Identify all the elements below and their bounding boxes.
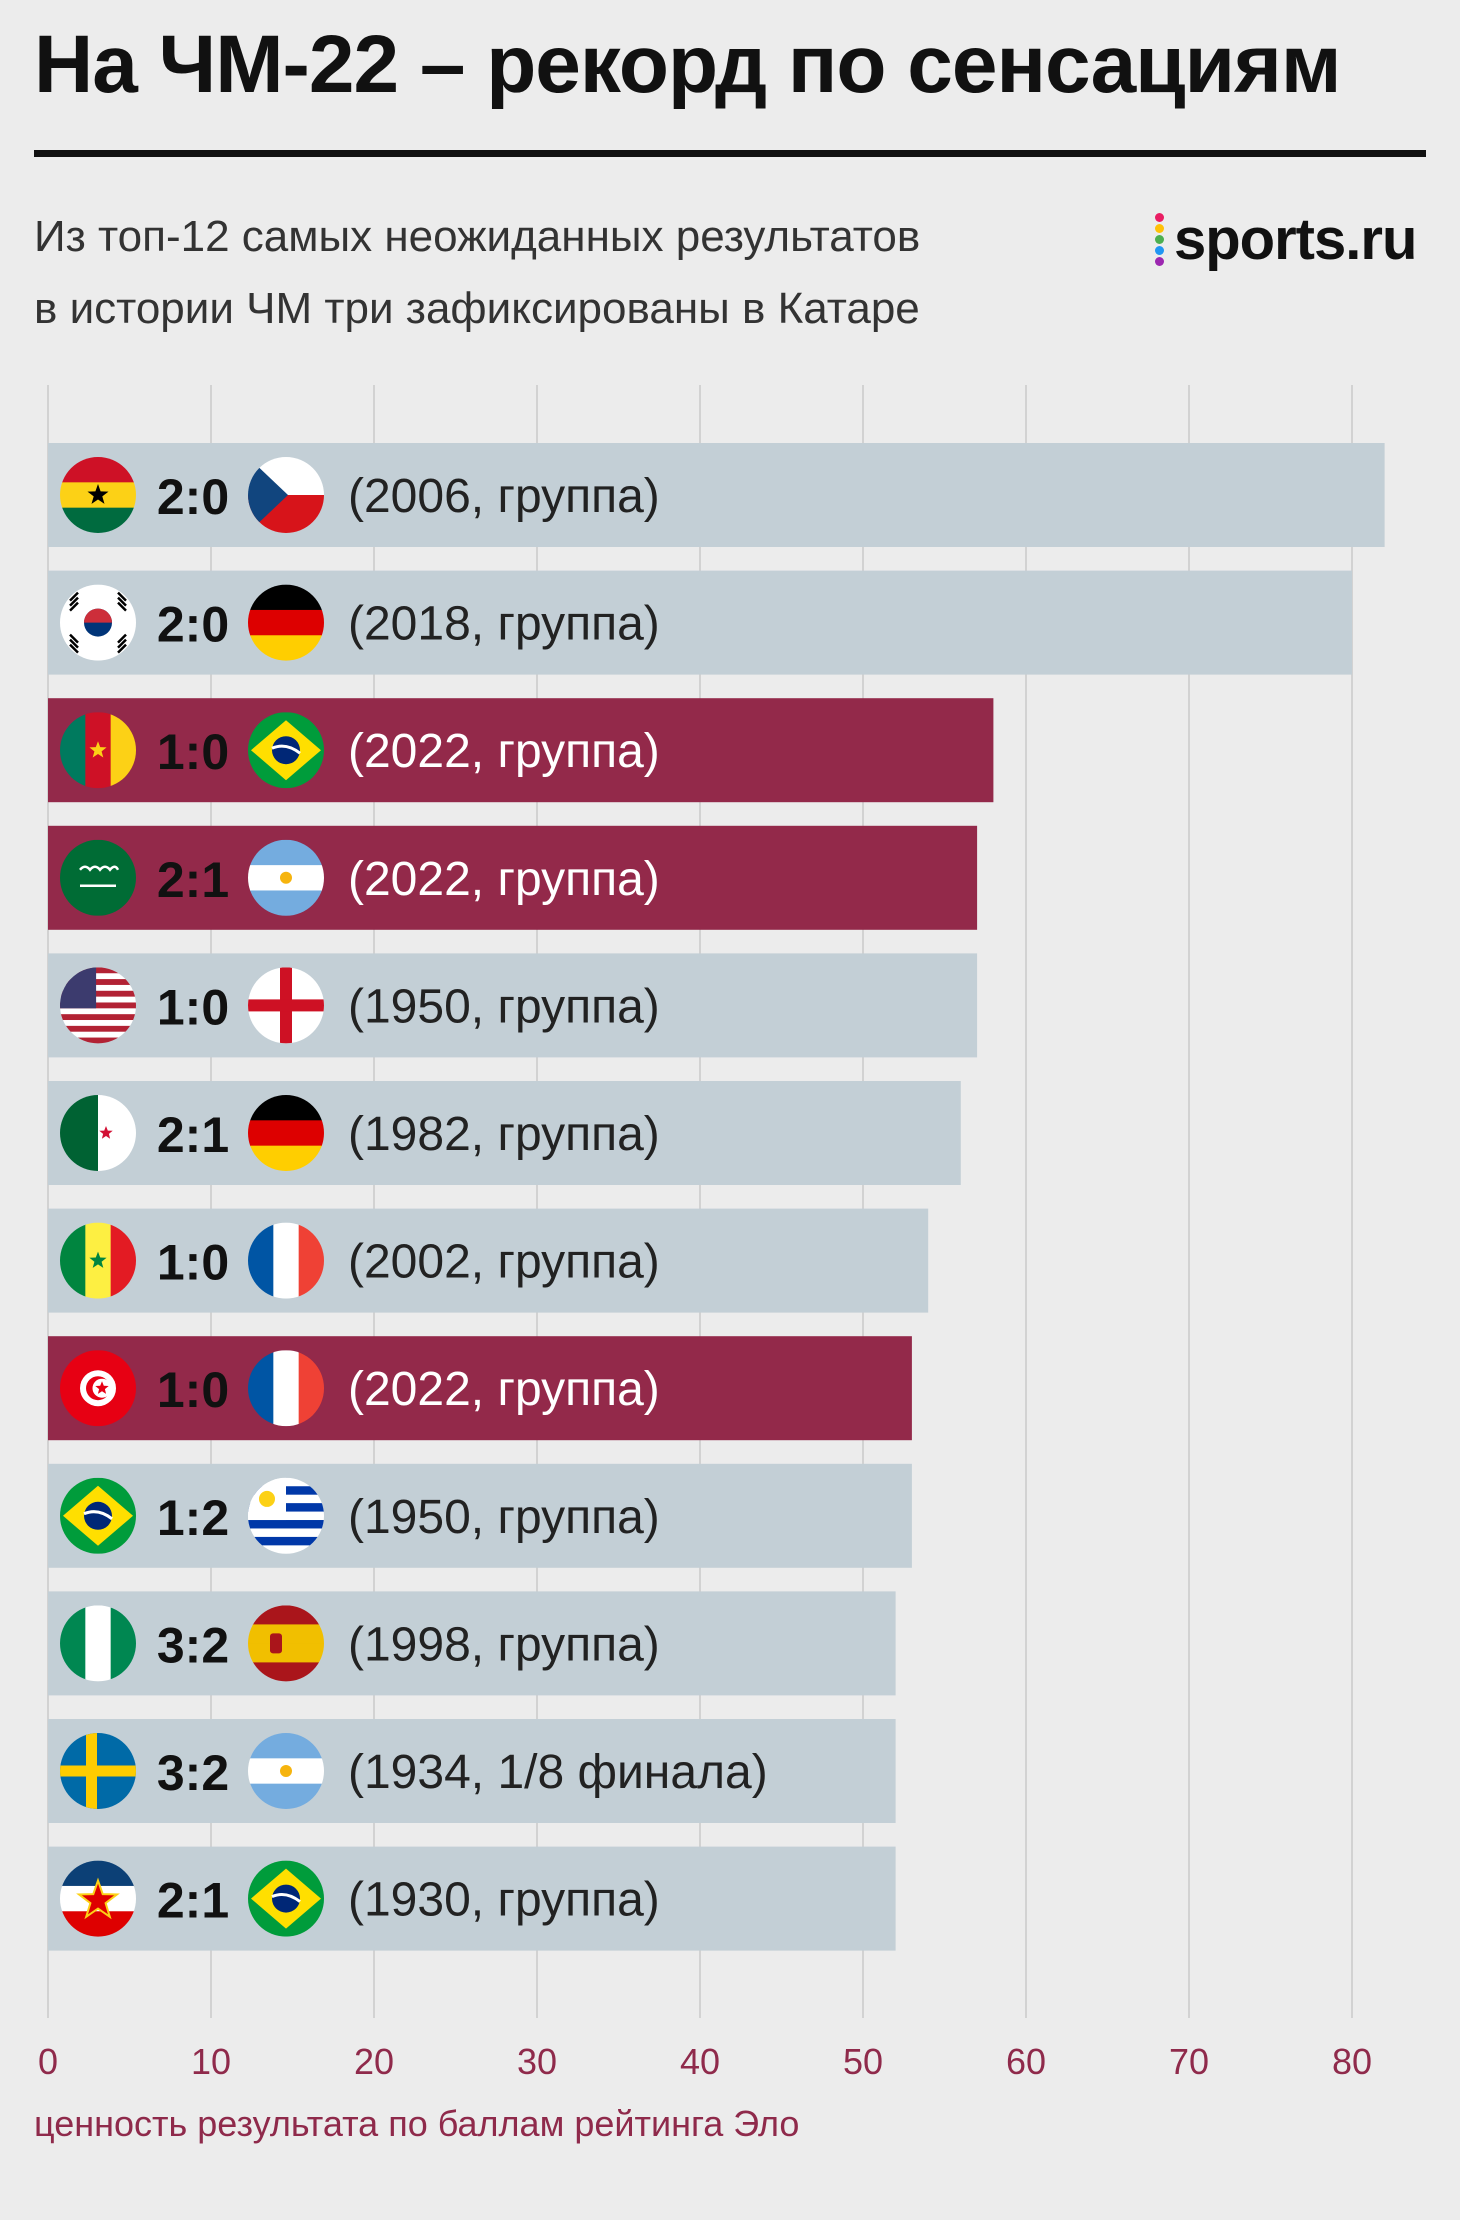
ghana-flag-icon bbox=[60, 457, 136, 533]
bar-row: 2:0 (2018, группа) bbox=[48, 570, 1352, 675]
argentina-flag-icon bbox=[248, 839, 324, 916]
bar-match-label: (1950, группа) bbox=[348, 980, 660, 1033]
bar-match-label: (1950, группа) bbox=[348, 1491, 660, 1544]
tunisia-flag-icon bbox=[60, 1350, 136, 1427]
x-tick-label: 10 bbox=[191, 2041, 231, 2082]
brazil-flag-icon bbox=[248, 1860, 324, 1937]
bar bbox=[48, 1846, 896, 1951]
bar-match-label: (1930, группа) bbox=[348, 1874, 660, 1927]
algeria-flag-icon bbox=[60, 1095, 136, 1171]
bar-match-label: (2018, группа) bbox=[348, 598, 660, 651]
yugoslavia-flag-icon bbox=[60, 1860, 136, 1937]
south-korea-flag-icon bbox=[60, 584, 136, 661]
bar-score-label: 1:0 bbox=[157, 1362, 229, 1418]
sweden-flag-icon bbox=[60, 1733, 136, 1809]
bar bbox=[48, 1719, 896, 1823]
subtitle-line-1: Из топ-12 самых неожиданных результатов bbox=[34, 212, 921, 261]
x-tick-label: 80 bbox=[1332, 2041, 1372, 2082]
brand-logo[interactable]: sports.ru bbox=[1155, 206, 1417, 272]
x-tick-label: 30 bbox=[517, 2041, 557, 2082]
bar-score-label: 1:0 bbox=[157, 724, 229, 780]
argentina-flag-icon bbox=[248, 1733, 324, 1809]
bar-score-label: 2:0 bbox=[157, 597, 229, 653]
bar-match-label: (1998, группа) bbox=[348, 1618, 660, 1671]
x-tick-label: 40 bbox=[680, 2041, 720, 2082]
cameroon-flag-icon bbox=[60, 712, 136, 789]
bar bbox=[48, 953, 978, 1058]
france-flag-icon bbox=[248, 1222, 324, 1299]
france-flag-icon bbox=[248, 1350, 324, 1427]
x-tick-label: 50 bbox=[843, 2041, 883, 2082]
bar bbox=[48, 1591, 896, 1696]
bar-row: 3:2 (1998, группа) bbox=[48, 1591, 896, 1696]
bar bbox=[48, 1463, 912, 1568]
logo-dots-icon bbox=[1155, 212, 1164, 266]
bar-row: 1:0 (2002, группа) bbox=[48, 1208, 929, 1313]
subtitle-line-2: в истории ЧМ три зафиксированы в Катаре bbox=[34, 284, 920, 333]
bar-match-label: (2022, группа) bbox=[348, 725, 660, 778]
logo-text: sports.ru bbox=[1174, 206, 1417, 272]
senegal-flag-icon bbox=[60, 1222, 136, 1299]
x-tick-label: 60 bbox=[1006, 2041, 1046, 2082]
bar bbox=[48, 1081, 961, 1185]
bar-score-label: 1:2 bbox=[157, 1490, 229, 1546]
germany-flag-icon bbox=[248, 584, 324, 661]
bar-score-label: 2:1 bbox=[157, 1873, 229, 1929]
bar-match-label: (2006, группа) bbox=[348, 470, 660, 523]
bar bbox=[48, 1208, 929, 1313]
bar-score-label: 2:1 bbox=[157, 852, 229, 908]
x-tick-label: 70 bbox=[1169, 2041, 1209, 2082]
bar-row: 1:0 (2022, группа) bbox=[48, 1336, 912, 1441]
germany-flag-icon bbox=[248, 1095, 324, 1171]
saudi-arabia-flag-icon bbox=[60, 839, 136, 916]
bar-match-label: (2022, группа) bbox=[348, 853, 660, 906]
bar-match-label: (2022, группа) bbox=[348, 1363, 660, 1416]
nigeria-flag-icon bbox=[60, 1605, 136, 1682]
bar-row: 3:2 (1934, 1/8 финала) bbox=[48, 1719, 896, 1823]
bar-row: 2:1 (2022, группа) bbox=[48, 825, 978, 930]
bar-match-label: (1934, 1/8 финала) bbox=[348, 1746, 768, 1799]
bar-row: 1:0 (1950, группа) bbox=[48, 953, 978, 1058]
brazil-flag-icon bbox=[60, 1477, 136, 1554]
x-axis-label: ценность результата по баллам рейтинга Э… bbox=[34, 2103, 800, 2144]
brazil-flag-icon bbox=[248, 712, 324, 789]
bar-match-label: (2002, группа) bbox=[348, 1236, 660, 1289]
bar-score-label: 2:1 bbox=[157, 1107, 229, 1163]
usa-flag-icon bbox=[60, 967, 136, 1044]
x-tick-label: 20 bbox=[354, 2041, 394, 2082]
bar bbox=[48, 698, 994, 803]
czech-flag-icon bbox=[248, 457, 324, 533]
x-tick-label: 0 bbox=[38, 2041, 58, 2082]
bar-score-label: 3:2 bbox=[157, 1617, 229, 1673]
title-rule bbox=[34, 150, 1426, 157]
england-flag-icon bbox=[248, 967, 324, 1044]
bar-score-label: 1:0 bbox=[157, 979, 229, 1035]
bar-score-label: 3:2 bbox=[157, 1745, 229, 1801]
spain-flag-icon bbox=[248, 1605, 324, 1682]
bars: 2:0 (2006, группа) 2:0 (2018, группа) 1:0 (20… bbox=[48, 443, 1385, 1951]
bar-score-label: 1:0 bbox=[157, 1235, 229, 1291]
bar-row: 2:1 (1982, группа) bbox=[48, 1081, 961, 1185]
bar bbox=[48, 570, 1352, 675]
x-axis-ticks: 0 10 20 30 40 50 60 70 80 bbox=[38, 2041, 1372, 2082]
bar-row: 2:0 (2006, группа) bbox=[48, 443, 1385, 547]
page-title: На ЧМ-22 – рекорд по сенсациям bbox=[34, 19, 1342, 110]
bar-score-label: 2:0 bbox=[157, 469, 229, 525]
uruguay-flag-icon bbox=[248, 1477, 324, 1554]
bar bbox=[48, 1336, 912, 1441]
bar-row: 2:1 (1930, группа) bbox=[48, 1846, 896, 1951]
bar-match-label: (1982, группа) bbox=[348, 1108, 660, 1161]
bar-row: 1:2 (1950, группа) bbox=[48, 1463, 912, 1568]
bar-row: 1:0 (2022, группа) bbox=[48, 698, 994, 803]
bar bbox=[48, 825, 978, 930]
